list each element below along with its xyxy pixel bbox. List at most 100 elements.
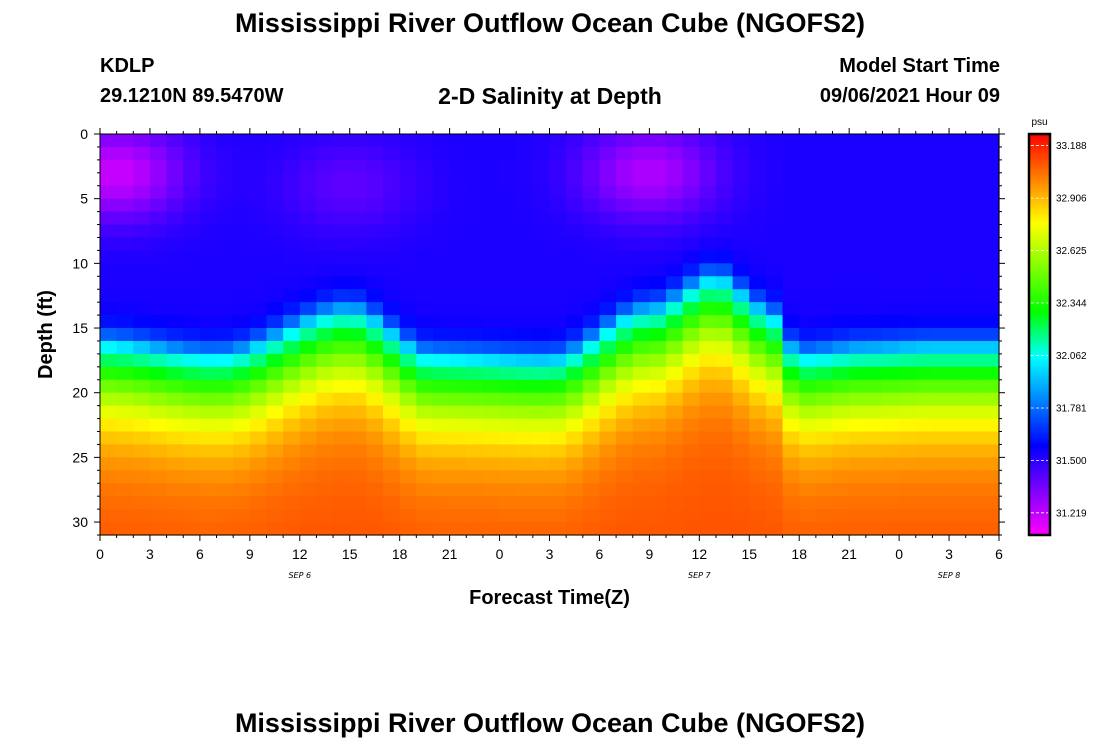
heatmap-cell <box>616 289 634 303</box>
heatmap-cell <box>715 328 734 342</box>
heatmap-cell <box>915 224 934 239</box>
heatmap-cell <box>399 418 417 433</box>
heatmap-cell <box>299 276 318 290</box>
heatmap-cell <box>482 263 501 277</box>
heatmap-cell <box>499 353 517 368</box>
heatmap-cell <box>649 366 667 381</box>
heatmap-cell <box>832 444 850 458</box>
heatmap-cell <box>183 457 201 471</box>
heatmap-cell <box>765 522 784 536</box>
heatmap-cell <box>283 134 301 148</box>
heatmap-cell <box>616 146 634 161</box>
heatmap-cell <box>416 340 434 355</box>
heatmap-cell <box>149 211 168 226</box>
heatmap-cell <box>965 444 983 458</box>
heatmap-cell <box>965 509 983 523</box>
heatmap-cell <box>799 457 817 471</box>
heatmap-cell <box>815 340 834 355</box>
heatmap-cell <box>532 470 551 484</box>
heatmap-cell <box>649 276 667 290</box>
heatmap-cell <box>882 211 900 226</box>
heatmap-cell <box>915 405 934 420</box>
heatmap-cell <box>882 328 900 342</box>
heatmap-cell <box>832 379 850 394</box>
heatmap-cell <box>266 224 284 239</box>
heatmap-cell <box>749 289 767 303</box>
heatmap-cell <box>166 276 184 290</box>
heatmap-cell <box>832 405 850 420</box>
heatmap-cell <box>183 172 201 187</box>
heatmap-cell <box>932 198 950 213</box>
heatmap-cell <box>849 522 867 536</box>
heatmap-cell <box>715 379 734 394</box>
heatmap-cell <box>333 379 351 394</box>
heatmap-cell <box>366 328 384 342</box>
heatmap-cell <box>616 379 634 394</box>
heatmap-cell <box>266 250 284 264</box>
y-tick-label: 15 <box>72 320 88 336</box>
heatmap-cell <box>732 328 750 342</box>
heatmap-cell <box>383 134 401 148</box>
heatmap-cell <box>899 392 917 407</box>
heatmap-cell <box>632 276 650 290</box>
heatmap-cell <box>333 211 351 226</box>
heatmap-cell <box>682 134 700 148</box>
heatmap-cell <box>399 211 417 226</box>
heatmap-cell <box>383 457 401 471</box>
heatmap-cell <box>449 522 467 536</box>
heatmap-cell <box>815 418 834 433</box>
heatmap-cell <box>100 392 118 407</box>
heatmap-cell <box>599 289 617 303</box>
heatmap-cell <box>149 224 168 239</box>
heatmap-cell <box>432 224 451 239</box>
heatmap-cell <box>366 496 384 510</box>
heatmap-cell <box>616 509 634 523</box>
heatmap-cell <box>682 250 700 264</box>
heatmap-cell <box>849 276 867 290</box>
heatmap-cell <box>516 146 534 161</box>
heatmap-cell <box>666 250 684 264</box>
heatmap-cell <box>632 522 650 536</box>
heatmap-cell <box>183 328 201 342</box>
heatmap-cell <box>466 431 484 446</box>
heatmap-cell <box>982 276 1000 290</box>
heatmap-cell <box>116 392 134 407</box>
heatmap-cell <box>649 237 667 252</box>
heatmap-cell <box>333 496 351 510</box>
heatmap-cell <box>233 134 251 148</box>
heatmap-cell <box>666 211 684 226</box>
heatmap-cell <box>466 418 484 433</box>
heatmap-cell <box>549 366 567 381</box>
heatmap-cell <box>732 198 750 213</box>
heatmap-cell <box>299 237 318 252</box>
heatmap-cell <box>649 340 667 355</box>
heatmap-cell <box>899 250 917 264</box>
heatmap-cell <box>699 159 717 174</box>
heatmap-cell <box>183 198 201 213</box>
heatmap-cell <box>416 134 434 148</box>
colorbar-tick-label: 31.500 <box>1056 456 1087 467</box>
heatmap-cell <box>965 392 983 407</box>
heatmap-cell <box>183 405 201 420</box>
heatmap-cell <box>166 159 184 174</box>
heatmap-cell <box>499 522 517 536</box>
heatmap-cell <box>499 237 517 252</box>
heatmap-cell <box>915 366 934 381</box>
heatmap-cell <box>349 366 367 381</box>
heatmap-cell <box>349 483 367 497</box>
heatmap-cell <box>965 185 983 200</box>
heatmap-cell <box>682 496 700 510</box>
heatmap-cell <box>516 237 534 252</box>
heatmap-cell <box>749 328 767 342</box>
heatmap-cell <box>765 250 784 264</box>
heatmap-cell <box>632 379 650 394</box>
heatmap-cell <box>349 328 367 342</box>
heatmap-cell <box>100 496 118 510</box>
heatmap-cell <box>949 431 967 446</box>
heatmap-cell <box>532 496 551 510</box>
heatmap-cell <box>932 328 950 342</box>
heatmap-cell <box>682 379 700 394</box>
heatmap-cell <box>849 405 867 420</box>
heatmap-cell <box>799 289 817 303</box>
heatmap-cell <box>616 263 634 277</box>
